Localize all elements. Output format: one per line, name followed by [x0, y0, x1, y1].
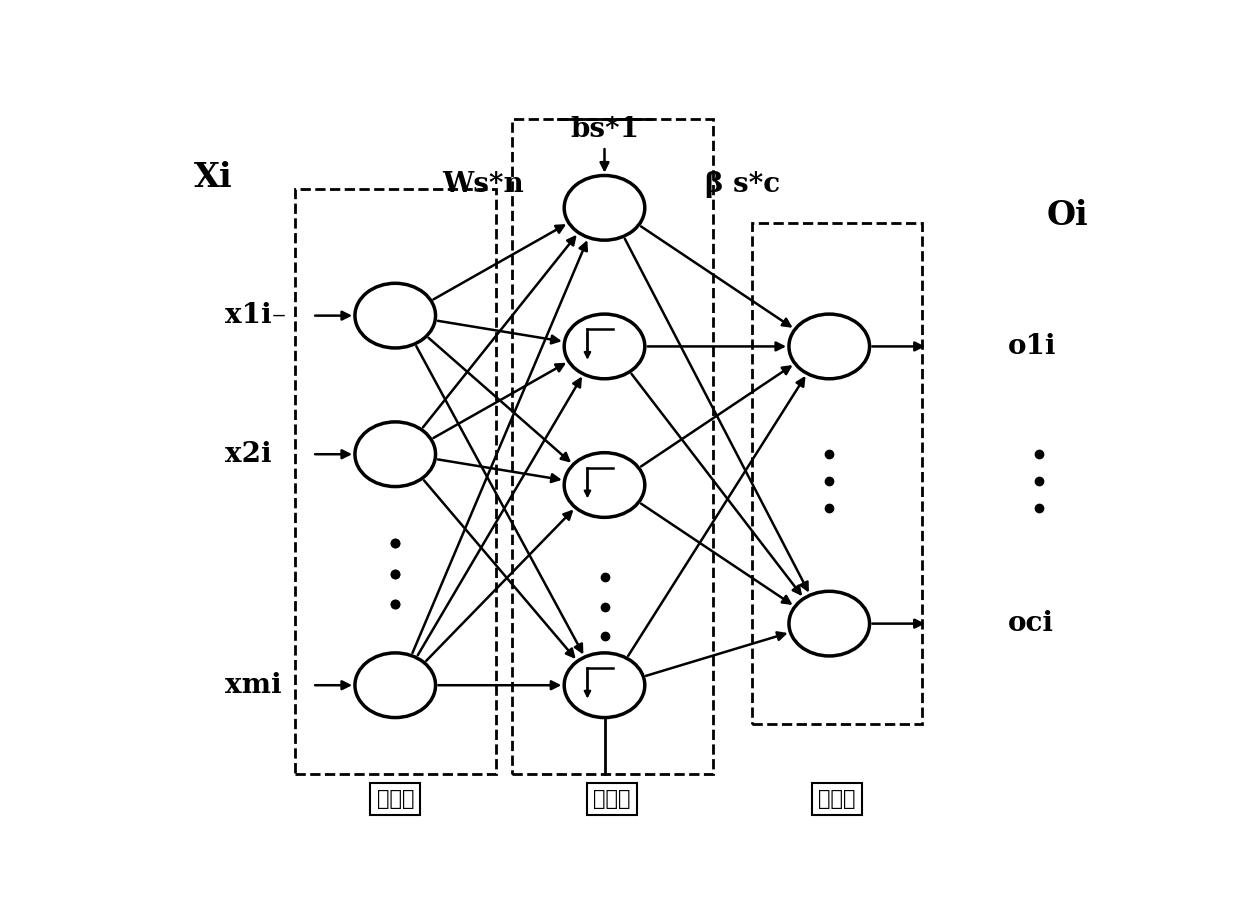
Ellipse shape	[564, 175, 645, 240]
Text: 隐含层: 隐含层	[594, 790, 631, 809]
Text: 输入层: 输入层	[377, 790, 414, 809]
Ellipse shape	[355, 422, 435, 487]
Ellipse shape	[564, 315, 645, 379]
Ellipse shape	[564, 653, 645, 718]
Ellipse shape	[355, 653, 435, 718]
Text: oci: oci	[1007, 610, 1054, 637]
Ellipse shape	[355, 283, 435, 348]
Ellipse shape	[789, 591, 869, 656]
Ellipse shape	[564, 453, 645, 517]
Text: o1i: o1i	[1007, 333, 1056, 360]
Bar	[295, 189, 496, 774]
Text: x2i: x2i	[224, 441, 272, 468]
Text: xmi: xmi	[224, 672, 281, 699]
Text: Ws*n: Ws*n	[441, 171, 523, 198]
Text: Oi: Oi	[1047, 199, 1087, 232]
Ellipse shape	[789, 315, 869, 379]
Text: Xi: Xi	[193, 160, 233, 193]
Text: 输出层: 输出层	[818, 790, 856, 809]
Text: bs*1: bs*1	[570, 116, 639, 143]
Bar	[751, 223, 923, 724]
Text: β s*c: β s*c	[706, 171, 780, 198]
Text: –: –	[272, 302, 286, 329]
Text: x1i: x1i	[224, 302, 272, 329]
Bar	[511, 119, 713, 774]
